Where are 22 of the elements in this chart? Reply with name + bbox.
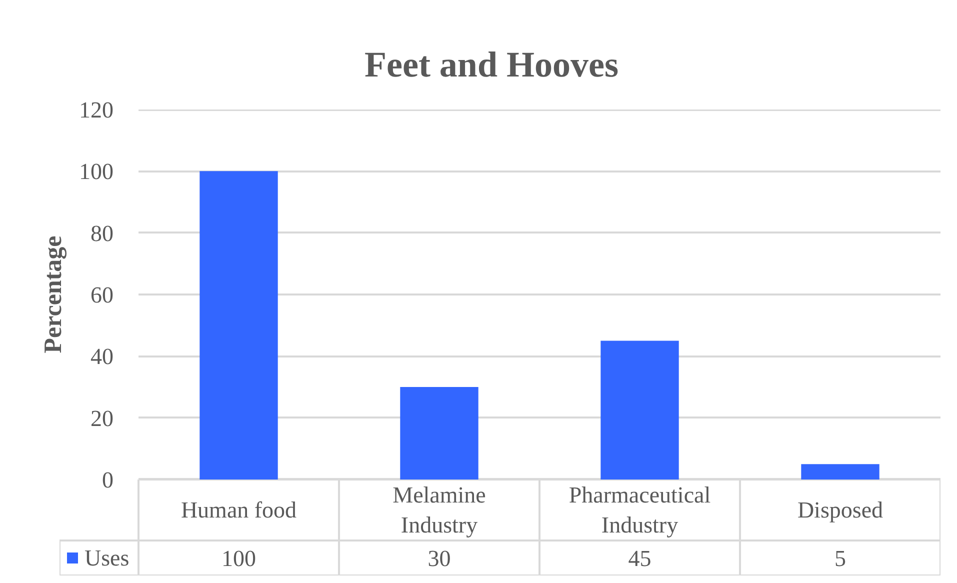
y-axis-title: Percentage xyxy=(40,236,67,354)
bar xyxy=(801,464,880,480)
chart-title: Feet and Hooves xyxy=(364,44,618,84)
bar xyxy=(200,171,278,480)
y-tick-label: 120 xyxy=(79,98,114,122)
data-label: 100 xyxy=(222,546,256,571)
x-tick-label: Disposed xyxy=(797,498,884,522)
y-tick-label: 60 xyxy=(90,282,114,308)
y-tick-label: 80 xyxy=(90,220,114,246)
y-tick-label: 100 xyxy=(79,159,114,184)
data-label: 30 xyxy=(428,546,451,571)
data-label: 5 xyxy=(834,546,846,571)
data-label: 45 xyxy=(628,546,652,571)
x-tick-label: Melamine Industry xyxy=(392,482,486,538)
x-tick-label: Human food xyxy=(180,498,298,522)
y-tick-label: 0 xyxy=(102,468,114,492)
bar xyxy=(600,340,679,480)
y-tick-label: 20 xyxy=(90,406,114,431)
x-tick-label: Pharmaceutical Industry xyxy=(568,482,711,538)
y-tick-label: 40 xyxy=(90,344,114,370)
bar xyxy=(400,387,478,480)
legend-label: Uses xyxy=(84,546,130,570)
